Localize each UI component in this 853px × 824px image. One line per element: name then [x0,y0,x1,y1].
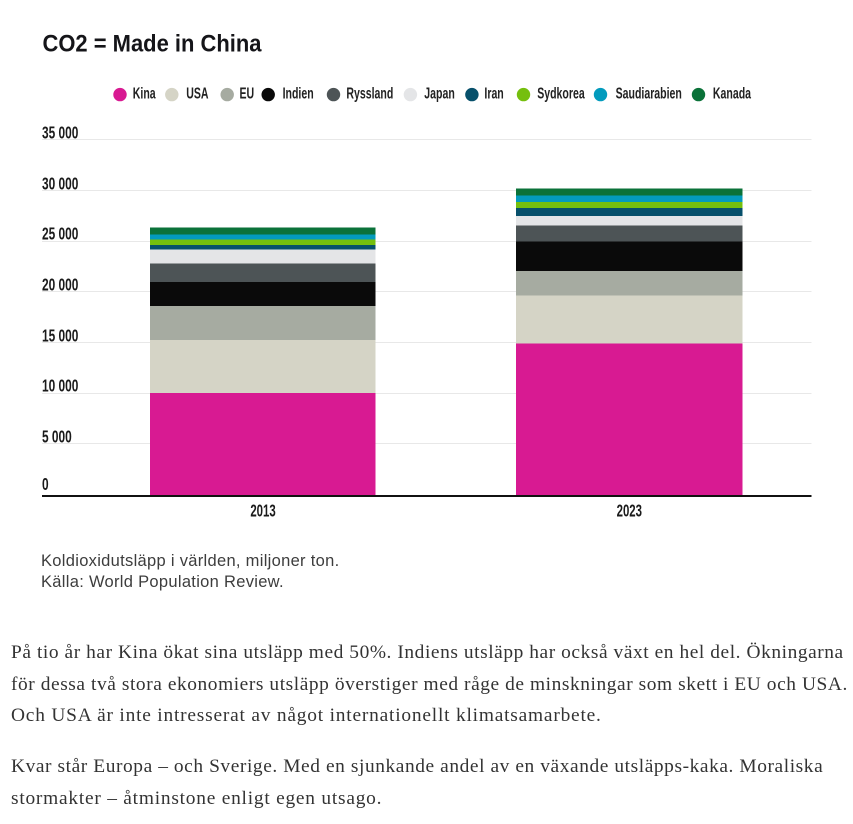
svg-text:30 000: 30 000 [42,174,78,194]
svg-text:10 000: 10 000 [42,376,78,396]
svg-text:EU: EU [240,85,255,103]
svg-text:2023: 2023 [617,502,642,521]
svg-text:Ryssland: Ryssland [346,85,393,103]
svg-text:Iran: Iran [484,85,503,103]
svg-text:Japan: Japan [424,85,455,103]
svg-text:25 000: 25 000 [42,224,78,244]
svg-text:Indien: Indien [283,85,314,103]
svg-text:Sydkorea: Sydkorea [537,85,585,103]
svg-text:Saudiarabien: Saudiarabien [616,85,682,103]
svg-text:20 000: 20 000 [42,275,78,295]
svg-text:CO2 = Made in China: CO2 = Made in China [43,30,262,57]
svg-text:2013: 2013 [250,502,275,521]
svg-text:Kanada: Kanada [713,85,751,103]
svg-text:35 000: 35 000 [42,123,78,143]
svg-text:USA: USA [186,85,208,103]
svg-text:5 000: 5 000 [42,427,72,447]
svg-text:15 000: 15 000 [42,326,78,346]
svg-text:Kina: Kina [133,85,156,103]
svg-text:0: 0 [42,475,49,495]
